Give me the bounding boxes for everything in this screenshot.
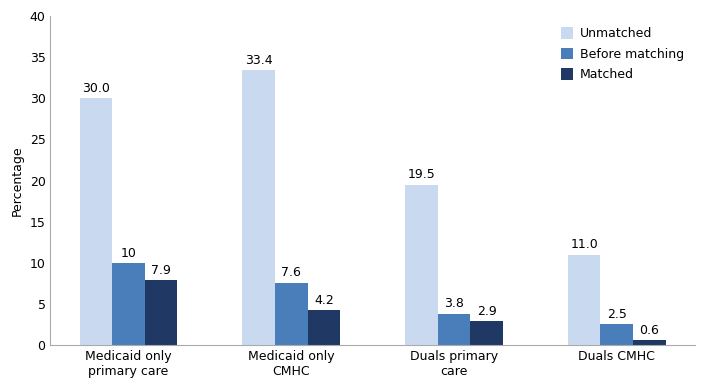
Bar: [633, 340, 666, 345]
Y-axis label: Percentage: Percentage: [11, 145, 24, 216]
Bar: [242, 70, 275, 345]
Text: 7.9: 7.9: [151, 264, 171, 277]
Bar: [438, 314, 470, 345]
Bar: [568, 254, 601, 345]
Text: 2.9: 2.9: [477, 305, 496, 318]
Text: 7.6: 7.6: [281, 266, 301, 279]
Bar: [470, 321, 503, 345]
Text: 11.0: 11.0: [570, 238, 598, 251]
Text: 10: 10: [121, 247, 136, 259]
Text: 30.0: 30.0: [82, 82, 110, 95]
Text: 4.2: 4.2: [314, 294, 334, 307]
Bar: [145, 280, 177, 345]
Text: 0.6: 0.6: [640, 324, 659, 337]
Bar: [112, 263, 145, 345]
Bar: [405, 185, 438, 345]
Text: 3.8: 3.8: [444, 298, 464, 310]
Text: 33.4: 33.4: [245, 54, 273, 67]
Bar: [601, 324, 633, 345]
Bar: [80, 98, 112, 345]
Text: 2.5: 2.5: [607, 308, 627, 321]
Bar: [275, 282, 308, 345]
Legend: Unmatched, Before matching, Matched: Unmatched, Before matching, Matched: [556, 22, 688, 86]
Text: 19.5: 19.5: [407, 168, 436, 181]
Bar: [308, 310, 340, 345]
